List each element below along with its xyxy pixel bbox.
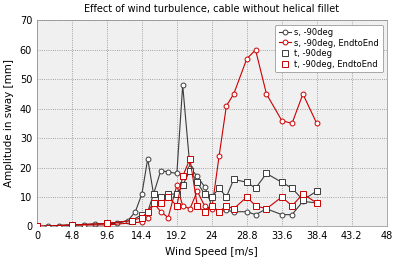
Title: Effect of wind turbulence, cable without helical fillet: Effect of wind turbulence, cable without… <box>84 4 339 14</box>
Y-axis label: Amplitude in sway [mm]: Amplitude in sway [mm] <box>4 60 14 187</box>
X-axis label: Wind Speed [m/s]: Wind Speed [m/s] <box>166 247 258 257</box>
Legend: s, -90deg, s, -90deg, EndtoEnd, t, -90deg, t, -90deg, EndtoEnd: s, -90deg, s, -90deg, EndtoEnd, t, -90de… <box>275 25 383 72</box>
